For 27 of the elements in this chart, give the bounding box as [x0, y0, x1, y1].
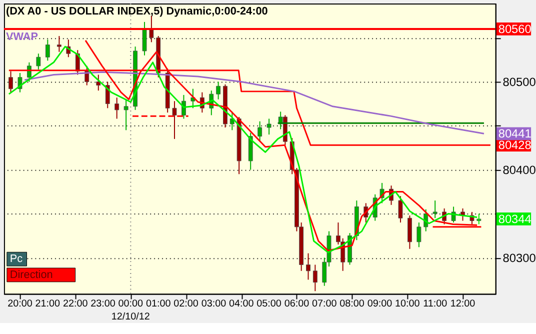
ref-line-label: 80560	[498, 22, 532, 36]
text: 80344	[498, 212, 532, 226]
text: VWAP	[6, 31, 38, 44]
x-tick-label: 20:00	[8, 298, 33, 310]
x-tick-label: 01:00	[146, 298, 172, 310]
x-tick-label: 09:00	[367, 298, 393, 310]
annotation: Direction	[10, 268, 53, 281]
x-tick-label: 12:00	[450, 298, 476, 310]
x-tick-label: 05:00	[256, 298, 282, 310]
data-label: 80428	[498, 138, 532, 152]
x-tick-label: 23:00	[90, 298, 116, 310]
x-tick-label: 03:00	[201, 298, 227, 310]
data-label: 80441	[498, 126, 532, 141]
x-tick-label: 02:00	[174, 298, 199, 310]
x-tick-label: 04:00	[228, 298, 254, 310]
x-tick-label: 21:00	[35, 298, 61, 310]
y-tick-label: 80300	[502, 251, 536, 266]
x-tick-label: 10:00	[395, 298, 420, 310]
x-tick-label: 07:00	[312, 298, 338, 310]
x-tick-label: 06:00	[284, 298, 310, 310]
x-tick-label: 22:00	[62, 298, 88, 310]
y-tick-label: 80400	[502, 163, 536, 178]
x-tick-label: 11:00	[423, 298, 448, 310]
y-tick-label: 80500	[502, 75, 536, 90]
annotation: Pc	[10, 253, 24, 266]
x-tick-label: 08:00	[340, 298, 365, 310]
chart-title: (DX A0 - US DOLLAR INDEX,5) Dynamic,0:00-24:00	[6, 5, 268, 18]
